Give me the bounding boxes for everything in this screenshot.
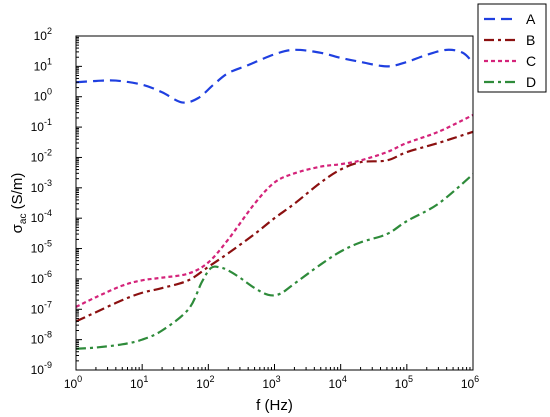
- y-tick-label: 101: [34, 56, 52, 73]
- axis-ticks: [75, 35, 474, 371]
- y-axis-title-sub: ac: [18, 214, 29, 225]
- y-tick-label: 10-1: [31, 117, 52, 134]
- plot-frame: [75, 35, 474, 371]
- legend-label-b: B: [526, 32, 535, 48]
- x-tick-label: 101: [130, 374, 148, 391]
- x-tick-label: 103: [262, 374, 280, 391]
- x-tick-label: 105: [395, 374, 413, 391]
- y-axis-title: σac (S/m): [9, 173, 29, 234]
- legend-label-d: D: [526, 74, 536, 90]
- y-tick-labels: 10-9 10-8 10-7 10-6 10-5 10-4 10-3 10-2 10-1 100 1…: [31, 26, 52, 377]
- x-tick-label: 102: [196, 374, 214, 391]
- series-line-b: [76, 130, 473, 323]
- x-tick-labels: 100 101 102 103 104 105 106: [64, 374, 479, 391]
- legend-label-c: C: [526, 53, 536, 69]
- y-axis-title-rest: (S/m): [9, 173, 26, 214]
- plot-lines: [76, 48, 473, 350]
- y-tick-label: 10-5: [31, 239, 52, 256]
- x-tick-label: 104: [328, 374, 346, 391]
- y-axis-title-base: σ: [9, 223, 26, 233]
- y-tick-label: 10-9: [31, 360, 52, 377]
- y-tick-label: 10-4: [31, 208, 52, 225]
- series-line-d: [76, 173, 473, 350]
- series-line-a: [76, 48, 473, 104]
- y-tick-label: 10-2: [31, 147, 52, 164]
- x-tick-label: 100: [64, 374, 82, 391]
- y-tick-label: 10-3: [31, 178, 52, 195]
- legend-label-a: A: [526, 11, 536, 27]
- y-tick-label: 10-8: [31, 330, 52, 347]
- y-tick-label: 102: [34, 26, 52, 43]
- series-line-c: [76, 114, 473, 308]
- x-tick-label: 106: [461, 374, 479, 391]
- y-tick-label: 10-6: [31, 269, 52, 286]
- x-axis-title: f (Hz): [256, 397, 293, 414]
- y-tick-label: 10-7: [31, 299, 52, 316]
- y-tick-label: 100: [34, 87, 52, 104]
